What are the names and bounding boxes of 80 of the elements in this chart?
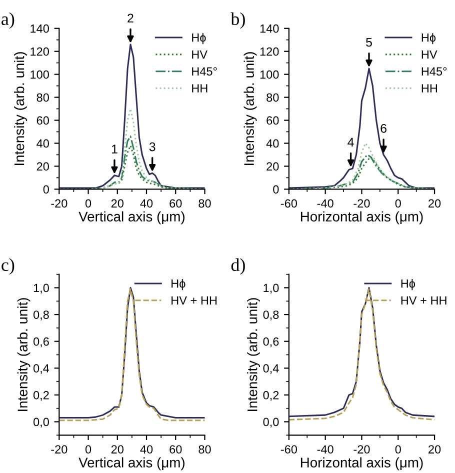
y-tick-label: 100 [260,70,279,79]
annotation: 1 [112,144,118,154]
legend-label: Hϕ [192,33,206,44]
x-tick-label: 0 [85,445,92,454]
legend-label: HV + HH [401,296,446,305]
x-tick-label: -20 [51,445,68,454]
y-tick-label: 0,6 [263,337,279,348]
chart-title: c) [2,258,14,275]
x-axis-title: Horizontal axis (μm) [300,211,423,224]
y-axis-title: Intensity (arb. unit) [244,52,257,166]
y-tick-label: 140 [30,24,49,33]
y-tick-label: 20 [266,162,279,171]
y-tick-label: 60 [266,116,279,125]
y-tick-label: 80 [36,93,49,102]
x-tick-label: -40 [317,199,334,208]
y-tick-label: 0,2 [33,390,49,401]
y-tick-label: 0,2 [263,390,279,401]
x-tick-label: -60 [280,199,297,208]
y-tick-label: 20 [36,162,49,171]
x-tick-label: -20 [354,445,370,454]
x-tick-label: 0 [395,445,401,454]
x-tick-label: 80 [198,445,211,454]
x-axis-title: Vertical axis (μm) [78,211,184,224]
annotation: 6 [380,124,386,133]
y-axis-title: Intensity (arb. unit) [14,52,27,166]
y-tick-label: 0,4 [33,364,50,374]
x-tick-label: 40 [140,199,153,208]
annotation: 4 [348,138,354,146]
chart-title: d) [231,258,245,275]
legend-label: HV [422,50,438,59]
x-tick-label: 40 [140,445,153,454]
chart-title: b) [230,12,245,29]
y-tick-label: 0,0 [33,418,49,428]
y-tick-label: 0,0 [263,418,279,428]
legend-label: Hϕ [172,279,186,290]
x-tick-label: 20 [111,199,124,208]
annotation: 3 [149,142,156,152]
y-tick-label: 80 [266,93,279,102]
y-tick-label: 120 [260,47,279,56]
x-tick-label: -20 [51,199,68,208]
y-tick-label: 0,8 [263,310,279,320]
legend-label: Hϕ [401,279,416,290]
y-tick-label: 0,6 [33,337,49,348]
x-tick-label: 80 [198,199,211,208]
y-axis-title: Intensity (arb. unit) [247,298,260,411]
x-tick-label: 20 [428,445,441,454]
chart-title: a) [2,12,14,29]
annotation: 2 [128,14,134,22]
x-tick-label: 0 [395,199,401,208]
x-tick-label: -20 [354,199,370,208]
y-tick-label: 100 [30,70,49,79]
x-tick-label: 20 [428,199,441,208]
legend-label: Hϕ [422,33,436,44]
legend-label: H45° [192,67,217,76]
x-tick-label: 20 [111,445,124,454]
y-axis-title: Intensity (arb. unit) [17,298,30,411]
y-tick-label: 40 [36,139,49,148]
x-axis-title: Vertical axis (μm) [78,457,184,470]
legend-label: HH [192,84,208,92]
y-tick-label: 40 [266,139,279,148]
y-tick-label: 0 [43,185,49,194]
y-tick-label: 0,8 [33,310,49,320]
y-tick-label: 120 [30,47,49,56]
y-tick-label: 1,0 [34,284,49,294]
y-tick-label: 0 [273,185,279,194]
x-tick-label: 0 [85,199,92,208]
legend-label: HH [422,84,437,92]
x-tick-label: 60 [170,445,182,454]
legend-label: H45° [422,67,447,76]
x-axis-title: Horizontal axis (μm) [300,457,423,470]
y-tick-label: 140 [260,24,279,33]
annotation: 5 [366,38,372,47]
y-tick-label: 60 [36,116,49,125]
x-tick-label: -40 [317,445,334,454]
y-tick-label: 0,4 [263,364,279,374]
legend-label: HV [192,50,208,59]
x-tick-label: 60 [170,199,182,208]
legend-label: HV + HH [172,296,217,305]
x-tick-label: -60 [280,445,297,454]
y-tick-label: 1,0 [264,284,279,294]
